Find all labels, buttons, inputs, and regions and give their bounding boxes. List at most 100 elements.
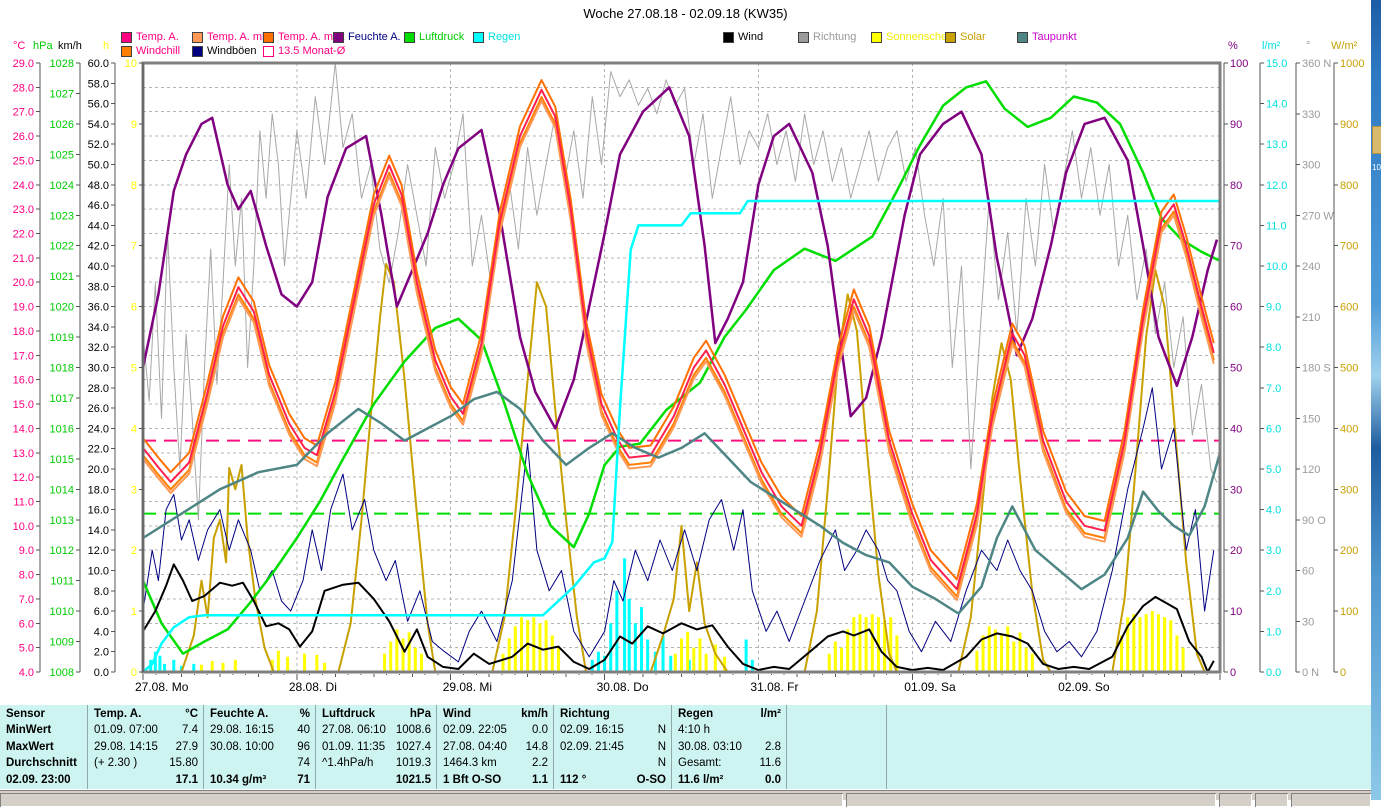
axis-tick-label: 12.0 [1266,180,1287,192]
legend-swatch-icon [192,45,203,57]
series-temp_a_max [142,79,1215,581]
axis-tick-label: 26.0 [13,131,34,143]
axis-tick-label: 5.0 [1266,464,1281,476]
stats-cell-value: 96 [297,740,310,753]
axis-tick-label: 200 [1340,545,1358,557]
stats-cell-value: 1021.5 [395,773,431,786]
axis-tick-label: 18.0 [13,326,34,338]
legend-item-temp-a-[interactable]: Temp. A. [121,31,179,43]
series-richtung [142,62,1218,521]
legend-item-temp-a-max[interactable]: Temp. A. max [263,31,345,43]
stats-cell-value: 1019.3 [395,757,431,770]
legend-item-wind[interactable]: Wind [723,31,763,43]
chart-legend: Temp. A. Temp. A. min Temp. A. max Feuchte … [0,0,1371,60]
series-wind [142,563,1215,673]
stats-col-unit: l/m² [760,708,781,720]
stats-cell-value: N [657,724,666,737]
axis-tick-label: 50.0 [88,160,109,172]
stats-col-filler [887,705,1371,789]
legend-item-sonnenschein[interactable]: Sonnenschein [871,31,956,43]
legend-label: Feuchte A. [348,31,401,43]
axis-tick-label: 36.0 [88,302,109,314]
axis-tick-label: 15.0 [13,399,34,411]
stats-cell-label: 01.09. 07:00 [94,724,158,737]
status-segment [846,793,1216,807]
axis-tick-label: 6 [131,302,137,314]
axis-tick-label: 60 [1230,302,1242,314]
axis-tick-label: 8.0 [94,586,109,598]
axis-tick-label: 210 [1302,312,1320,324]
stats-cell-value: 27.9 [175,740,198,753]
axis-tick-label: 6.0 [94,606,109,618]
axis-tick-label: 4.0 [94,626,109,638]
stats-cell-label: 27.08. 04:40 [443,740,507,753]
axis-tick-label: 56.0 [88,99,109,111]
legend-label: Temp. A. max [278,31,345,43]
legend-item-temp-a-min[interactable]: Temp. A. min [192,31,271,43]
stats-row-label: MinWert [6,724,52,737]
stats-col-header: Richtung [560,708,610,720]
x-axis-day-label: 30.08. Do [597,680,649,694]
legend-swatch-icon [192,31,203,43]
axis-tick-label: 0 [1340,667,1346,679]
legend-item-regen[interactable]: Regen [473,31,520,43]
axis-tick-label: 0 [131,667,137,679]
legend-item-solar[interactable]: Solar [945,31,986,43]
axis-tick-label: 1.0 [1266,626,1281,638]
axis-tick-label: 330 [1302,109,1320,121]
legend-label: Taupunkt [1032,31,1077,43]
axis-tick-label: 800 [1340,180,1358,192]
stats-cell-value: 74 [297,757,310,770]
legend-label: Wind [738,31,764,43]
stats-row-label: 02.09. 23:00 [6,773,71,786]
legend-item-windb-en[interactable]: Windböen [192,45,257,57]
stats-cell-label: 10.34 g/m³ [210,773,267,786]
axis-tick-label: 1024 [50,180,74,192]
axis-unit-label: hPa [33,40,53,52]
axis-tick-label: 44.0 [88,220,109,232]
axis-tick-label: 1 [131,606,137,618]
legend-swatch-icon [473,31,484,43]
legend-label: Windböen [207,45,257,57]
legend-label: Temp. A. min [207,31,271,43]
stats-cell-value: 1008.6 [395,724,431,737]
axis-tick-label: 1025 [50,149,74,161]
legend-item-windchill[interactable]: Windchill [121,45,180,57]
stats-cell-value: 14.8 [525,740,548,753]
axis-tick-label: 90 [1230,119,1242,131]
axis-tick-label: 20.0 [13,277,34,289]
axis-tick-label: 1019 [50,332,74,344]
axis-tick-label: 30.0 [88,363,109,375]
weather-chart[interactable]: 4.05.06.07.08.09.010.011.012.013.014.015… [0,0,1371,700]
series-windchill [142,96,1215,598]
stats-cell-label: 30.08. 10:00 [210,740,274,753]
desktop-folder-icon[interactable] [1372,126,1381,154]
stats-col-sensor: Sensor MinWert MaxWert Durchschnitt 02.09. 2… [0,705,88,789]
axis-tick-label: 1026 [50,119,74,131]
axis-tick-label: 22.0 [13,229,34,241]
stats-cell-label: (+ 2.30 ) [94,757,138,770]
legend-item-feuchte-a-[interactable]: Feuchte A. [333,31,401,43]
legend-item-13-5-monat-[interactable]: 13.5 Monat-Ø [263,45,345,57]
legend-item-taupunkt[interactable]: Taupunkt [1017,31,1077,43]
axis-tick-label: 1027 [50,88,74,100]
series-taupunkt [142,390,1222,615]
axis-tick-label: 48.0 [88,180,109,192]
axis-tick-label: 15.0 [1266,58,1287,70]
axis-tick-label: 1020 [50,302,74,314]
legend-label: Luftdruck [419,31,465,43]
stats-cell-label: 1464.3 km [443,757,497,770]
axis-tick-label: 25.0 [13,155,34,167]
axis-tick-label: 90 O [1302,515,1326,527]
axis-tick-label: 28.0 [88,383,109,395]
stats-cell-value: 0.0 [765,773,781,786]
legend-swatch-icon [798,31,809,43]
axis-tick-label: 42.0 [88,241,109,253]
legend-item-richtung[interactable]: Richtung [798,31,856,43]
axis-tick-label: 1000 [1340,58,1364,70]
stats-col-empty [787,705,887,789]
stats-col-regen: Regen l/m² 4:10 h 30.08. 03:10 2.8 Gesamt: 11.… [672,705,787,789]
x-axis-day-label: 31.08. Fr [750,680,798,694]
legend-label: 13.5 Monat-Ø [278,45,346,57]
legend-item-luftdruck[interactable]: Luftdruck [404,31,464,43]
